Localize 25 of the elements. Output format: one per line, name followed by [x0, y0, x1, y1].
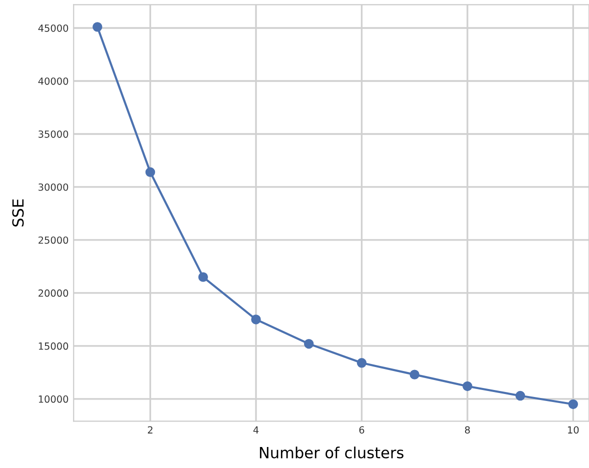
y-tick-label: 35000 [38, 130, 68, 138]
y-tick-label: 25000 [38, 236, 68, 244]
y-tick-label: 30000 [38, 183, 68, 191]
y-tick-label: 20000 [38, 289, 68, 297]
point [462, 381, 472, 392]
x-axis-title: Number of clusters [260, 446, 404, 458]
point [356, 358, 367, 368]
x-tick-label: 4 [253, 426, 259, 434]
point [92, 22, 102, 32]
y-tick-label: 10000 [38, 395, 68, 403]
point [410, 370, 420, 380]
x-tick-label: 8 [464, 426, 470, 434]
point [568, 399, 578, 410]
y-tick-label: 40000 [38, 77, 68, 85]
point [515, 390, 526, 401]
y-axis-title: SSE [12, 199, 24, 226]
y-tick-label: 15000 [38, 342, 68, 350]
y-tick-label: 45000 [38, 24, 68, 32]
x-tick-label: 10 [568, 426, 579, 434]
point [198, 272, 208, 282]
x-tick-label: 6 [359, 426, 364, 434]
x-tick-label: 2 [148, 426, 152, 434]
point [251, 314, 261, 324]
point [145, 167, 156, 177]
point [304, 338, 314, 349]
